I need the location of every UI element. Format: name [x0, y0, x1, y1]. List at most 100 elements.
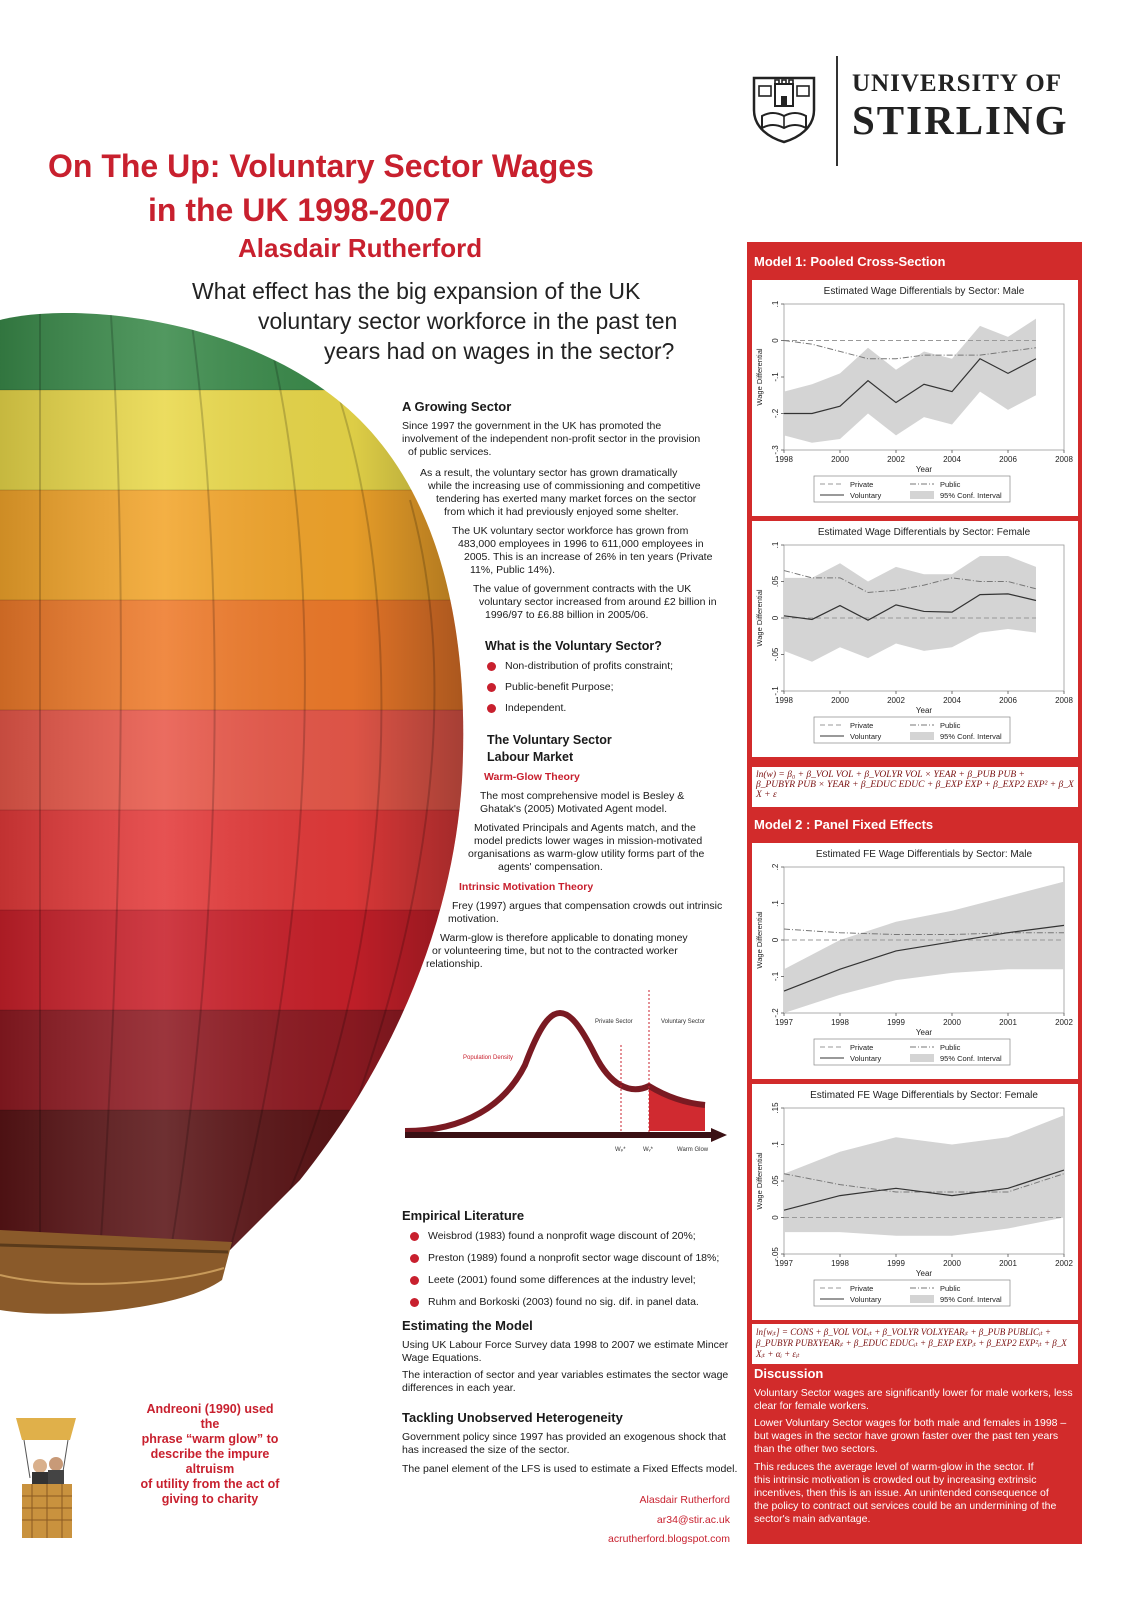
series-voluntary-line	[783, 924, 1065, 992]
x-tick-label: 2001	[999, 1018, 1017, 1027]
x-tick-label: 2004	[943, 455, 961, 464]
empirical-bullet: Leete (2001) found some differences at t…	[410, 1274, 696, 1286]
warm-glow-heading: Warm-Glow Theory	[484, 771, 580, 783]
confidence-interval-band	[784, 1115, 1064, 1236]
y-tick-label: 0	[771, 338, 780, 343]
legend-label-ci: 95% Conf. Interval	[940, 1054, 1002, 1063]
warm-glow-paragraph-2: Motivated Principals and Agents match, a…	[468, 822, 705, 873]
wv-star-label: Wᵥ*	[643, 1147, 654, 1153]
discussion-heading: Discussion	[754, 1366, 824, 1381]
x-tick-label: 1997	[775, 1259, 793, 1268]
legend-label-public: Public	[940, 480, 961, 489]
quote-line: giving to charity	[161, 1492, 259, 1506]
confidence-interval-band	[784, 318, 1036, 443]
y-tick-label: 0	[771, 937, 780, 942]
y-tick-label: -.2	[771, 1008, 780, 1018]
x-tick-label: 2006	[999, 696, 1017, 705]
legend-label-voluntary: Voluntary	[850, 732, 882, 741]
andreoni-quote: Andreoni (1990) used the phrase “warm gl…	[140, 1402, 280, 1507]
series-public-line	[783, 1173, 1065, 1193]
growing-sector-paragraph-1: Since 1997 the government in the UK has …	[402, 420, 701, 458]
labour-market-heading-line1: The Voluntary Sector	[487, 733, 612, 747]
tackling-paragraph-1: Government policy since 1997 has provide…	[402, 1431, 726, 1456]
what-is-bullet: Non-distribution of profits constraint;	[487, 660, 673, 672]
empirical-bullet: Preston (1989) found a nonprofit sector …	[410, 1252, 719, 1264]
model1-equation: ln(w) = β₀ + β_VOL VOL + β_VOLYR VOL × Y…	[752, 767, 1078, 807]
what-is-bullet: Public-benefit Purpose;	[487, 681, 614, 693]
y-tick-label: 0	[771, 615, 780, 620]
y-tick-label: -.05	[771, 1247, 780, 1261]
legend-label-private: Private	[850, 480, 873, 489]
model1-heading: Model 1: Pooled Cross-Section	[754, 254, 946, 269]
x-tick-label: 1998	[831, 1259, 849, 1268]
legend-label-voluntary: Voluntary	[850, 491, 882, 500]
x-tick-label: 1999	[887, 1018, 905, 1027]
warm-glow-paragraph-1: The most comprehensive model is Besley &…	[480, 790, 685, 815]
series-voluntary-line	[784, 357, 1037, 415]
contact-email[interactable]: ar34@stir.ac.uk	[656, 1514, 730, 1526]
logo-divider	[836, 56, 838, 166]
y-tick-label: .2	[771, 863, 780, 870]
x-axis-label: Year	[916, 465, 933, 474]
chart-model1-male: Estimated Wage Differentials by Sector: …	[752, 280, 1078, 516]
x-axis-label: Year	[916, 1028, 933, 1037]
what-is-heading: What is the Voluntary Sector?	[485, 639, 662, 653]
y-axis-label: Wage Differential	[755, 911, 764, 968]
contact-blog-link[interactable]: acrutherford.blogspot.com	[608, 1533, 730, 1545]
empirical-literature-heading: Empirical Literature	[402, 1208, 525, 1223]
growing-sector-paragraph-2: As a result, the voluntary sector has gr…	[420, 467, 701, 518]
chart-title: Estimated FE Wage Differentials by Secto…	[816, 849, 1033, 860]
chart-model1-female: Estimated Wage Differentials by Sector: …	[752, 521, 1078, 757]
estimating-paragraph-1: Using UK Labour Force Survey data 1998 t…	[402, 1339, 729, 1364]
legend-key-ci	[910, 732, 934, 740]
x-axis-label: Year	[916, 1269, 933, 1278]
intrinsic-paragraph-1: Frey (1997) argues that compensation cro…	[448, 900, 723, 925]
x-tick-label: 2002	[1055, 1259, 1073, 1268]
labour-market-heading-line2: Labour Market	[487, 750, 574, 764]
legend-label-public: Public	[940, 721, 961, 730]
empirical-bullet: Ruhm and Borkoski (2003) found no sig. d…	[410, 1296, 699, 1308]
x-tick-label: 2008	[1055, 696, 1073, 705]
legend-key-ci	[910, 1295, 934, 1303]
legend-label-public: Public	[940, 1284, 961, 1293]
y-tick-label: .1	[771, 900, 780, 907]
legend-label-ci: 95% Conf. Interval	[940, 491, 1002, 500]
chart-title: Estimated Wage Differentials by Sector: …	[818, 527, 1031, 538]
poster-author: Alasdair Rutherford	[238, 233, 483, 263]
x-tick-label: 2000	[943, 1259, 961, 1268]
private-sector-label: Private Sector	[595, 1019, 633, 1025]
x-tick-label: 1998	[775, 696, 793, 705]
legend-label-ci: 95% Conf. Interval	[940, 1295, 1002, 1304]
intrinsic-paragraph-2: Warm-glow is therefore applicable to don…	[426, 932, 688, 970]
discussion-paragraph-3: This reduces the average level of warm-g…	[754, 1461, 1057, 1525]
quote-line: phrase “warm glow” to	[141, 1432, 279, 1446]
population-density-label: Population Density	[463, 1055, 513, 1061]
y-tick-label: .1	[771, 300, 780, 307]
growing-sector-paragraph-4: The value of government contracts with t…	[473, 583, 717, 621]
legend-label-private: Private	[850, 721, 873, 730]
growing-sector-paragraph-3: The UK voluntary sector workforce has gr…	[452, 525, 713, 576]
quote-line: Andreoni (1990) used the	[146, 1402, 274, 1431]
contact-name: Alasdair Rutherford	[639, 1494, 730, 1506]
chart-title: Estimated FE Wage Differentials by Secto…	[810, 1090, 1038, 1101]
empirical-bullet: Weisbrod (1983) found a nonprofit wage d…	[410, 1230, 696, 1242]
warm-glow-distribution-diagram: Private Sector Voluntary Sector Populati…	[405, 990, 727, 1153]
confidence-interval-band	[784, 881, 1064, 1013]
x-axis-label: Year	[916, 706, 933, 715]
chart-model2-male: Estimated FE Wage Differentials by Secto…	[752, 843, 1078, 1079]
hot-air-balloon-illustration	[0, 313, 464, 1314]
x-tick-label: 2000	[831, 455, 849, 464]
x-tick-label: 1998	[775, 455, 793, 464]
wp-star-label: Wₚ*	[615, 1147, 626, 1153]
x-tick-label: 2004	[943, 696, 961, 705]
model2-heading: Model 2 : Panel Fixed Effects	[754, 817, 934, 832]
research-question-line3: years had on wages in the sector?	[324, 338, 675, 364]
y-tick-label: -.1	[771, 372, 780, 382]
legend-label-voluntary: Voluntary	[850, 1295, 882, 1304]
warm-glow-axis-label: Warm Glow	[677, 1147, 709, 1153]
x-tick-label: 2000	[943, 1018, 961, 1027]
y-tick-label: -.05	[771, 647, 780, 661]
legend-label-voluntary: Voluntary	[850, 1054, 882, 1063]
x-tick-label: 2002	[1055, 1018, 1073, 1027]
chart-title: Estimated Wage Differentials by Sector: …	[824, 286, 1025, 297]
